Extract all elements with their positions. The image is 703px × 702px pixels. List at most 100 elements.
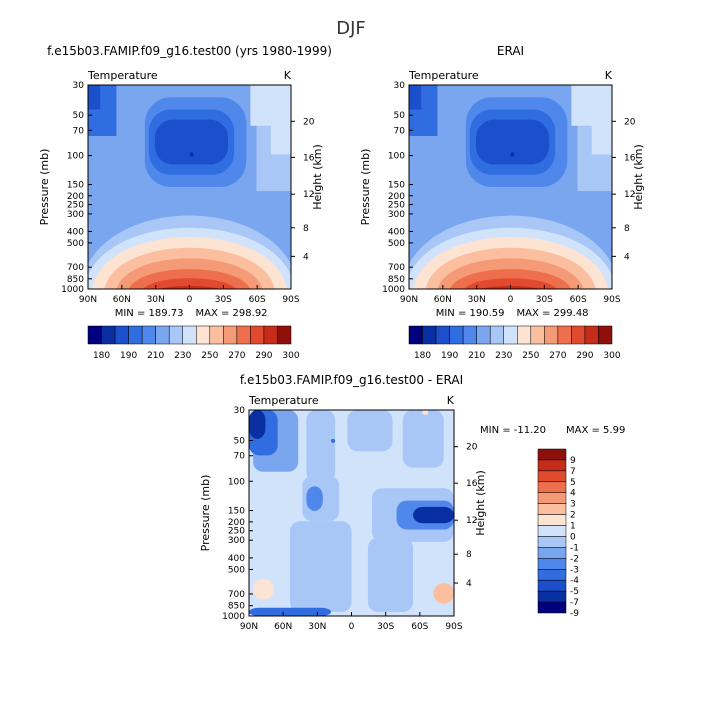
colorbar-swatch bbox=[517, 325, 532, 345]
height-tick-label: 20 bbox=[303, 117, 315, 127]
pressure-tick-label: 250 bbox=[228, 527, 245, 537]
field-layer bbox=[189, 152, 194, 157]
pressure-tick-label: 400 bbox=[228, 554, 245, 564]
colorbar-swatch bbox=[503, 325, 518, 345]
colorbar-label: 210 bbox=[468, 351, 485, 361]
latitude-tick-label: 60S bbox=[411, 622, 428, 632]
height-tick-label: 16 bbox=[303, 153, 315, 163]
colorbar-label: 7 bbox=[570, 467, 576, 477]
height-tick-label: 8 bbox=[624, 224, 630, 234]
colorbar-swatch bbox=[537, 579, 567, 592]
colorbar-swatch bbox=[263, 325, 278, 345]
y-axis-label: Pressure (mb) bbox=[359, 149, 372, 226]
colorbar-swatch bbox=[537, 514, 567, 526]
pressure-tick-label: 200 bbox=[67, 192, 84, 202]
colorbar-swatch bbox=[223, 325, 238, 345]
colorbar-label: 230 bbox=[174, 351, 191, 361]
height-tick-label: 8 bbox=[303, 224, 309, 234]
pressure-tick-label: 30 bbox=[394, 81, 406, 91]
colorbar-label: 2 bbox=[570, 511, 576, 521]
chart-title: ERAI bbox=[497, 44, 524, 58]
field-layer bbox=[249, 607, 331, 616]
height-tick-label: 16 bbox=[466, 479, 478, 489]
colorbar-label: -2 bbox=[570, 554, 579, 564]
variable-label: Temperature bbox=[408, 69, 479, 82]
colorbar-label: 0 bbox=[570, 532, 576, 542]
max-label: MAX = 5.99 bbox=[566, 425, 625, 436]
field-layer bbox=[331, 438, 336, 443]
pressure-tick-label: 100 bbox=[67, 152, 84, 162]
colorbar-swatch bbox=[462, 325, 477, 345]
colorbar-label: 300 bbox=[282, 351, 299, 361]
max-label: MAX = 298.92 bbox=[196, 308, 268, 319]
latitude-tick-label: 90S bbox=[282, 295, 299, 305]
field-layer bbox=[270, 85, 291, 155]
pressure-tick-label: 150 bbox=[388, 181, 405, 191]
colorbar-label: 230 bbox=[495, 351, 512, 361]
colorbar-swatch bbox=[537, 558, 567, 570]
latitude-tick-label: 60N bbox=[113, 295, 131, 305]
colorbar-label: -4 bbox=[570, 576, 579, 586]
pressure-tick-label: 250 bbox=[67, 201, 84, 211]
colorbar-swatch bbox=[168, 325, 183, 345]
colorbar-swatch bbox=[537, 590, 567, 603]
latitude-tick-label: 30S bbox=[215, 295, 232, 305]
units-label: K bbox=[605, 69, 613, 82]
colorbar-swatch bbox=[128, 325, 143, 345]
field-layer bbox=[475, 119, 550, 165]
colorbar-swatch bbox=[209, 325, 224, 345]
colorbar-swatch bbox=[537, 492, 567, 504]
pressure-tick-label: 100 bbox=[228, 477, 245, 487]
pressure-tick-label: 200 bbox=[388, 192, 405, 202]
colorbar-label: 250 bbox=[522, 351, 539, 361]
latitude-tick-label: 90N bbox=[240, 622, 258, 632]
colorbar-swatch bbox=[250, 325, 265, 345]
colorbar-label: 270 bbox=[549, 351, 566, 361]
latitude-tick-label: 0 bbox=[349, 622, 355, 632]
colorbar-swatch bbox=[422, 325, 437, 345]
colorbar-swatch bbox=[476, 325, 491, 345]
colorbar-swatch bbox=[537, 459, 567, 472]
pressure-tick-label: 500 bbox=[67, 239, 84, 249]
colorbar-swatch bbox=[537, 536, 567, 548]
colorbar-swatch bbox=[537, 448, 567, 461]
colorbar-swatch bbox=[114, 325, 129, 345]
chart-title: f.e15b03.FAMIP.f09_g16.test00 - ERAI bbox=[240, 373, 463, 387]
colorbar-label: 5 bbox=[570, 478, 576, 488]
colorbar-label: -7 bbox=[570, 598, 579, 608]
pressure-tick-label: 1000 bbox=[382, 285, 405, 295]
min-label: MIN = -11.20 bbox=[480, 425, 546, 436]
colorbar-label: 300 bbox=[603, 351, 620, 361]
latitude-tick-label: 90S bbox=[445, 622, 462, 632]
latitude-tick-label: 90N bbox=[400, 295, 418, 305]
pressure-tick-label: 70 bbox=[73, 126, 85, 136]
pressure-tick-label: 700 bbox=[388, 263, 405, 273]
height-tick-label: 20 bbox=[466, 443, 478, 453]
field-layer bbox=[306, 486, 323, 511]
colorbar-label: -3 bbox=[570, 565, 579, 575]
colorbar-label: 270 bbox=[228, 351, 245, 361]
colorbar-swatch bbox=[544, 325, 559, 345]
colorbar-label: 4 bbox=[570, 489, 576, 499]
field-layer bbox=[142, 278, 237, 289]
height-tick-label: 16 bbox=[624, 153, 636, 163]
pressure-tick-label: 500 bbox=[228, 565, 245, 575]
pressure-tick-label: 50 bbox=[73, 111, 85, 121]
height-tick-label: 4 bbox=[303, 252, 309, 262]
y-axis-label: Pressure (mb) bbox=[199, 475, 212, 552]
colorbar-swatch bbox=[155, 325, 170, 345]
pressure-tick-label: 300 bbox=[388, 210, 405, 220]
chart-panel-1: f.e15b03.FAMIP.f09_g16.test00 (yrs 1980-… bbox=[38, 44, 332, 361]
chart-panel-2: ERAI305070100150200250300400500700850100… bbox=[359, 44, 645, 361]
latitude-tick-label: 60N bbox=[274, 622, 292, 632]
field-layer bbox=[591, 85, 612, 155]
colorbar-swatch bbox=[196, 325, 211, 345]
colorbar-swatch bbox=[537, 601, 567, 614]
colorbar-swatch bbox=[489, 325, 504, 345]
latitude-tick-label: 30S bbox=[377, 622, 394, 632]
height-tick-label: 12 bbox=[624, 190, 635, 200]
min-label: MIN = 189.73 bbox=[115, 308, 184, 319]
colorbar-label: 190 bbox=[441, 351, 458, 361]
pressure-tick-label: 250 bbox=[388, 201, 405, 211]
